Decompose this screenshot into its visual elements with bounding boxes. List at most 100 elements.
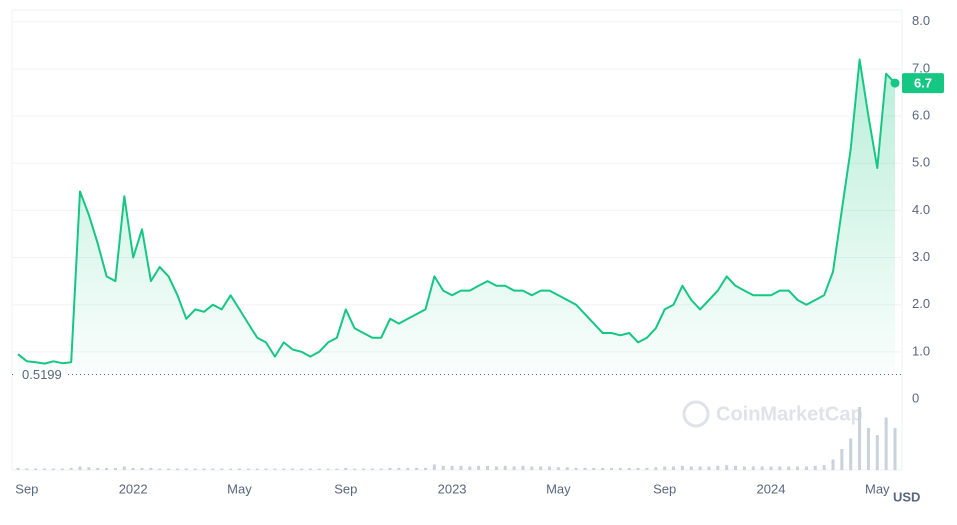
volume-bar	[423, 467, 427, 470]
x-tick-label: Sep	[653, 481, 676, 496]
volume-bar	[388, 467, 392, 470]
volume-bar	[680, 465, 684, 470]
volume-bar	[326, 468, 330, 470]
volume-bar	[707, 466, 711, 470]
last-value-label: 6.7	[914, 76, 932, 91]
y-tick-label: 1.0	[912, 343, 930, 358]
x-tick-label: 2022	[119, 481, 148, 496]
volume-bar	[308, 468, 312, 470]
volume-bar	[556, 467, 560, 470]
y-tick-label: 8.0	[912, 13, 930, 28]
volume-bar	[512, 466, 516, 470]
last-value-badge	[902, 73, 944, 94]
volume-bar	[494, 466, 498, 470]
volume-bar	[734, 465, 738, 470]
volume-bar	[184, 468, 188, 470]
volume-bar	[353, 468, 357, 470]
volume-bar	[521, 465, 525, 470]
volume-bar	[769, 466, 773, 470]
volume-bar	[441, 465, 445, 470]
volume-bar	[866, 428, 870, 470]
x-tick-label: Sep	[334, 481, 357, 496]
volume-bar	[158, 468, 162, 470]
volume-bar	[291, 468, 295, 470]
volume-bar	[592, 467, 596, 470]
volume-bar	[105, 467, 109, 470]
volume-bar	[574, 467, 578, 470]
volume-bar	[822, 465, 826, 470]
volume-bar	[264, 468, 268, 470]
volume-bar	[344, 467, 348, 470]
volume-bar	[131, 467, 135, 470]
volume-bar	[299, 468, 303, 470]
last-point	[890, 78, 900, 88]
volume-bar	[397, 467, 401, 470]
volume-bar	[43, 468, 47, 470]
volume-bar	[282, 468, 286, 470]
y-tick-label: 5.0	[912, 155, 930, 170]
volume-bar	[87, 467, 91, 470]
x-tick-label: Sep	[15, 481, 38, 496]
volume-bar	[415, 467, 419, 470]
volume-bar	[237, 468, 241, 470]
volume-bar	[548, 466, 552, 470]
volume-bar	[450, 465, 454, 470]
volume-bar	[167, 468, 171, 470]
area	[18, 59, 895, 375]
volume-bar	[211, 468, 215, 470]
volume-bar	[175, 468, 179, 470]
volume-bar	[51, 468, 55, 470]
volume-bar	[60, 468, 64, 470]
volume-bar	[831, 459, 835, 470]
volume-bar	[255, 468, 259, 470]
volume-bar	[361, 468, 365, 470]
volume-bar	[16, 467, 20, 470]
y-tick-label: 2.0	[912, 296, 930, 311]
volume-bar	[804, 466, 808, 470]
volume-bar	[610, 467, 614, 470]
volume-bar	[601, 467, 605, 470]
volume-bar	[486, 465, 490, 470]
volume-bar	[893, 428, 897, 470]
volume-bar	[432, 464, 436, 470]
volume-bar	[725, 465, 729, 470]
volume-bar	[149, 467, 153, 470]
volume-bar	[689, 466, 693, 470]
volume-bar	[220, 468, 224, 470]
volume-bar	[459, 465, 463, 470]
volume-bar	[884, 417, 888, 470]
volume-bar	[273, 468, 277, 470]
volume-bar	[778, 466, 782, 470]
x-tick-label: 2023	[438, 481, 467, 496]
volume-bar	[379, 468, 383, 470]
volume-bar	[140, 467, 144, 470]
y-tick-label: 4.0	[912, 202, 930, 217]
volume-bar	[583, 467, 587, 470]
volume-bar	[787, 466, 791, 470]
volume-bar	[406, 467, 410, 470]
volume-bar	[618, 467, 622, 470]
volume-bar	[113, 467, 117, 470]
volume-bar	[317, 468, 321, 470]
x-tick-label: May	[546, 481, 571, 496]
volume-bar	[565, 467, 569, 470]
volume-bar	[636, 467, 640, 470]
volume-bar	[477, 465, 481, 470]
volume-bar	[25, 468, 29, 470]
volume-bar	[840, 449, 844, 470]
volume-bar	[672, 466, 676, 470]
volume-bar	[34, 468, 38, 470]
volume-bar	[654, 467, 658, 470]
volume-bar	[539, 466, 543, 470]
volume-bar	[468, 466, 472, 470]
volume-bar	[69, 467, 73, 470]
volume-bar	[716, 465, 720, 470]
volume-bar	[503, 465, 507, 470]
volume-bar	[760, 466, 764, 470]
x-tick-label: May	[865, 481, 890, 496]
volume-bar	[698, 466, 702, 470]
volume-axis-label: 0	[912, 390, 919, 405]
watermark-text: CoinMarketCap	[716, 403, 863, 425]
volume-bar	[122, 466, 126, 470]
